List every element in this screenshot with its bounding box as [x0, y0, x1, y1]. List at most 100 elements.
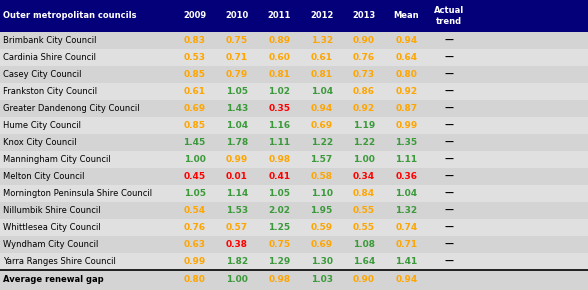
Text: 1.45: 1.45 [183, 138, 206, 147]
Text: —: — [445, 257, 453, 266]
Text: 0.94: 0.94 [395, 36, 417, 45]
Text: Melton City Council: Melton City Council [3, 172, 85, 181]
Text: 1.00: 1.00 [353, 155, 375, 164]
Text: 0.71: 0.71 [226, 53, 248, 62]
Text: Actual
trend: Actual trend [434, 6, 464, 26]
Text: 1.22: 1.22 [310, 138, 333, 147]
Text: 0.87: 0.87 [395, 104, 417, 113]
Text: 1.04: 1.04 [226, 121, 248, 130]
Text: 0.54: 0.54 [183, 206, 206, 215]
Text: 0.73: 0.73 [353, 70, 375, 79]
Text: 0.83: 0.83 [183, 36, 206, 45]
Text: 0.59: 0.59 [310, 223, 333, 232]
Text: 1.04: 1.04 [310, 87, 333, 96]
Text: —: — [445, 155, 453, 164]
Text: 1.30: 1.30 [310, 257, 333, 266]
Text: 1.11: 1.11 [268, 138, 290, 147]
Text: 1.19: 1.19 [353, 121, 375, 130]
Text: Nillumbik Shire Council: Nillumbik Shire Council [3, 206, 101, 215]
Text: 0.63: 0.63 [183, 240, 206, 249]
Bar [0, 270, 588, 288]
Text: 1.78: 1.78 [226, 138, 248, 147]
Text: 1.43: 1.43 [226, 104, 248, 113]
Text: 0.75: 0.75 [268, 240, 290, 249]
Text: 2012: 2012 [310, 12, 333, 21]
Text: 0.76: 0.76 [353, 53, 375, 62]
Bar [0, 236, 588, 253]
Text: 2.02: 2.02 [268, 206, 290, 215]
Text: 0.94: 0.94 [395, 275, 417, 284]
Text: 1.05: 1.05 [268, 189, 290, 198]
Text: Manningham City Council: Manningham City Council [3, 155, 111, 164]
Text: 1.16: 1.16 [268, 121, 290, 130]
Text: 0.75: 0.75 [226, 36, 248, 45]
Text: 0.45: 0.45 [183, 172, 206, 181]
Text: —: — [445, 70, 453, 79]
Text: 1.35: 1.35 [395, 138, 417, 147]
Text: 0.90: 0.90 [353, 36, 375, 45]
Bar [0, 151, 588, 168]
Text: 0.90: 0.90 [353, 275, 375, 284]
Text: 0.81: 0.81 [310, 70, 333, 79]
Text: 2010: 2010 [225, 12, 249, 21]
Text: 1.02: 1.02 [268, 87, 290, 96]
Text: 0.41: 0.41 [268, 172, 290, 181]
Text: 0.69: 0.69 [183, 104, 206, 113]
Text: 0.89: 0.89 [268, 36, 290, 45]
Bar [0, 117, 588, 134]
Text: 0.64: 0.64 [395, 53, 417, 62]
Text: 0.60: 0.60 [268, 53, 290, 62]
Text: 0.57: 0.57 [226, 223, 248, 232]
Text: —: — [445, 36, 453, 45]
Text: Mornington Peninsula Shire Council: Mornington Peninsula Shire Council [3, 189, 152, 198]
Text: 2009: 2009 [183, 12, 206, 21]
Bar [0, 253, 588, 270]
Text: 1.64: 1.64 [353, 257, 375, 266]
Text: 1.08: 1.08 [353, 240, 375, 249]
Bar [0, 83, 588, 100]
Text: 2011: 2011 [268, 12, 291, 21]
Text: Frankston City Council: Frankston City Council [3, 87, 97, 96]
Text: 1.04: 1.04 [395, 189, 417, 198]
Text: —: — [445, 138, 453, 147]
Text: 0.36: 0.36 [395, 172, 417, 181]
Text: Yarra Ranges Shire Council: Yarra Ranges Shire Council [3, 257, 116, 266]
Text: —: — [445, 53, 453, 62]
Bar [0, 202, 588, 219]
Text: 0.99: 0.99 [183, 257, 206, 266]
Text: —: — [445, 206, 453, 215]
Text: 0.92: 0.92 [353, 104, 375, 113]
Bar [0, 185, 588, 202]
Text: 0.99: 0.99 [226, 155, 248, 164]
Text: 1.00: 1.00 [226, 275, 248, 284]
Text: 1.22: 1.22 [353, 138, 375, 147]
Text: 0.35: 0.35 [268, 104, 290, 113]
Text: —: — [445, 87, 453, 96]
Text: Casey City Council: Casey City Council [3, 70, 82, 79]
Text: —: — [445, 172, 453, 181]
Text: 0.76: 0.76 [183, 223, 206, 232]
Text: —: — [445, 121, 453, 130]
Bar [0, 100, 588, 117]
Text: 0.94: 0.94 [310, 104, 333, 113]
Bar [0, 32, 588, 49]
Bar [0, 66, 588, 83]
Text: 1.14: 1.14 [226, 189, 248, 198]
Bar [0, 134, 588, 151]
Bar [0, 168, 588, 185]
Text: 0.53: 0.53 [183, 53, 206, 62]
Bar [0, 49, 588, 66]
Text: 0.71: 0.71 [395, 240, 417, 249]
Bar [0, 219, 588, 236]
Text: 2013: 2013 [352, 12, 376, 21]
Text: 0.69: 0.69 [310, 240, 333, 249]
Text: 0.74: 0.74 [395, 223, 417, 232]
Text: 1.29: 1.29 [268, 257, 290, 266]
Text: 1.03: 1.03 [310, 275, 333, 284]
Text: 0.86: 0.86 [353, 87, 375, 96]
Text: 0.01: 0.01 [226, 172, 248, 181]
Text: 1.95: 1.95 [310, 206, 333, 215]
Text: —: — [445, 223, 453, 232]
Text: 1.41: 1.41 [395, 257, 417, 266]
Text: 1.32: 1.32 [310, 36, 333, 45]
